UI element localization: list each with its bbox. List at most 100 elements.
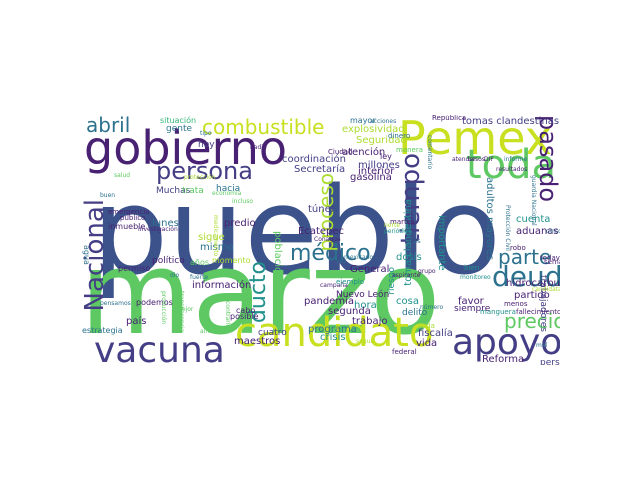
cloud-word: país xyxy=(126,316,147,327)
cloud-word: contrario xyxy=(224,301,231,329)
cloud-word: años xyxy=(190,258,210,267)
cloud-word: cosa xyxy=(396,296,419,307)
cloud-word: fuerte xyxy=(190,274,209,281)
cloud-word: pasado xyxy=(534,115,560,203)
cloud-word: información xyxy=(192,280,252,291)
cloud-word: gasolina xyxy=(350,172,392,183)
cloud-word: dosis xyxy=(396,252,422,263)
cloud-word: gente xyxy=(166,124,193,134)
word-cloud: pueblo marzo gobierno Pemex candidato vacuna a… xyxy=(80,115,560,365)
cloud-word: deuda xyxy=(492,260,560,293)
cloud-word: comentario xyxy=(426,135,433,170)
cloud-word: Pemex xyxy=(398,115,552,165)
cloud-word: momento xyxy=(212,256,251,265)
cloud-word: vida xyxy=(416,338,438,349)
cloud-word: interior xyxy=(358,166,395,177)
cloud-word: coordinación xyxy=(282,154,346,165)
cloud-word: General xyxy=(350,264,390,275)
cloud-word: candidato xyxy=(235,310,434,356)
cloud-word: DIF xyxy=(484,156,494,163)
cloud-word: hora xyxy=(354,300,377,311)
cloud-word: lunes xyxy=(152,218,179,229)
cloud-word: Ciudad xyxy=(328,148,353,156)
cloud-word: guardia Nacional xyxy=(530,175,537,226)
cloud-word: emergencia xyxy=(108,208,150,216)
cloud-word: agua xyxy=(82,245,91,265)
cloud-word: robo xyxy=(510,244,526,252)
cloud-word: Conagua xyxy=(314,236,341,243)
cloud-word: siempre xyxy=(454,304,491,314)
cloud-word: investigación xyxy=(138,226,178,233)
cloud-word: trabajadores xyxy=(538,275,548,332)
cloud-word: gobierno xyxy=(84,121,288,175)
cloud-word: Muchas xyxy=(156,186,191,196)
cloud-word: precio xyxy=(504,309,560,333)
cloud-word: nadie xyxy=(250,144,267,151)
cloud-word: público xyxy=(120,214,146,222)
cloud-word: persona xyxy=(156,157,253,185)
cloud-word: estrategia xyxy=(82,326,123,335)
cloud-word: mayor xyxy=(350,116,376,125)
cloud-word: informe xyxy=(504,156,528,163)
cloud-word: abril xyxy=(86,115,131,137)
cloud-word: economía xyxy=(212,190,242,197)
cloud-word: atender xyxy=(452,156,476,163)
cloud-word: maestros xyxy=(234,336,281,347)
cloud-word: buen xyxy=(100,192,116,199)
cloud-word: explosividad xyxy=(342,124,405,135)
cloud-word: predio xyxy=(224,218,256,229)
cloud-word: favor xyxy=(458,296,484,307)
cloud-word: tipo xyxy=(200,130,212,137)
cloud-word: monitoreo xyxy=(460,274,491,281)
cloud-word: periódico xyxy=(384,228,412,235)
cloud-word: República xyxy=(432,115,467,122)
cloud-word: bien xyxy=(464,264,480,272)
cloud-word: atención xyxy=(342,147,386,158)
cloud-word: personal xyxy=(540,358,560,366)
cloud-word: situación xyxy=(160,116,197,125)
cloud-word: importante xyxy=(436,215,447,271)
cloud-word: Ecatepec xyxy=(298,226,345,237)
cloud-word: pandemia xyxy=(304,296,354,307)
cloud-word: marzo xyxy=(80,227,441,361)
cloud-word: vacuna xyxy=(94,330,225,366)
cloud-word: todavía xyxy=(540,254,560,262)
cloud-word: Reforma xyxy=(482,354,525,365)
cloud-word: tomas clandestinas xyxy=(462,116,560,127)
cloud-word: mal xyxy=(536,342,548,349)
cloud-word: número xyxy=(420,304,444,311)
cloud-word: acciones xyxy=(370,118,397,125)
cloud-word: dio xyxy=(170,272,180,279)
cloud-word: toda xyxy=(466,142,557,188)
cloud-word: millones xyxy=(358,160,400,171)
cloud-word: crisis xyxy=(320,332,346,343)
cloud-word: podemos xyxy=(136,298,173,307)
cloud-word: cuatro xyxy=(258,328,287,338)
cloud-word: mismo xyxy=(200,242,234,253)
cloud-word: norte xyxy=(384,222,400,229)
cloud-word: resultados xyxy=(496,166,528,173)
cloud-word: manera xyxy=(396,146,424,154)
cloud-word: Protección Civil xyxy=(504,205,511,251)
cloud-word: político xyxy=(152,256,185,266)
cloud-word: dinero xyxy=(388,132,411,140)
cloud-word: partido xyxy=(514,290,550,301)
cloud-word: Secretaría xyxy=(294,164,346,175)
cloud-word: producción xyxy=(160,291,167,325)
cloud-word: combustible xyxy=(202,115,325,139)
cloud-word: posible xyxy=(230,312,259,321)
cloud-word: mexicano xyxy=(344,254,374,261)
cloud-word: mejor xyxy=(176,306,194,313)
cloud-word: trabajo xyxy=(352,316,388,327)
cloud-word: adultos mayores xyxy=(484,177,495,261)
cloud-word: delito xyxy=(402,308,428,318)
cloud-word: población xyxy=(272,231,283,280)
cloud-word: candidata xyxy=(532,286,560,293)
cloud-word: aduanas xyxy=(516,226,559,237)
cloud-word: cada xyxy=(418,322,435,330)
cloud-word: aspirante xyxy=(392,272,421,279)
cloud-word: manguera xyxy=(480,308,516,316)
cloud-word: inmueble xyxy=(108,222,146,231)
cloud-word: segunda xyxy=(328,306,371,317)
cloud-word: médico xyxy=(290,241,371,266)
